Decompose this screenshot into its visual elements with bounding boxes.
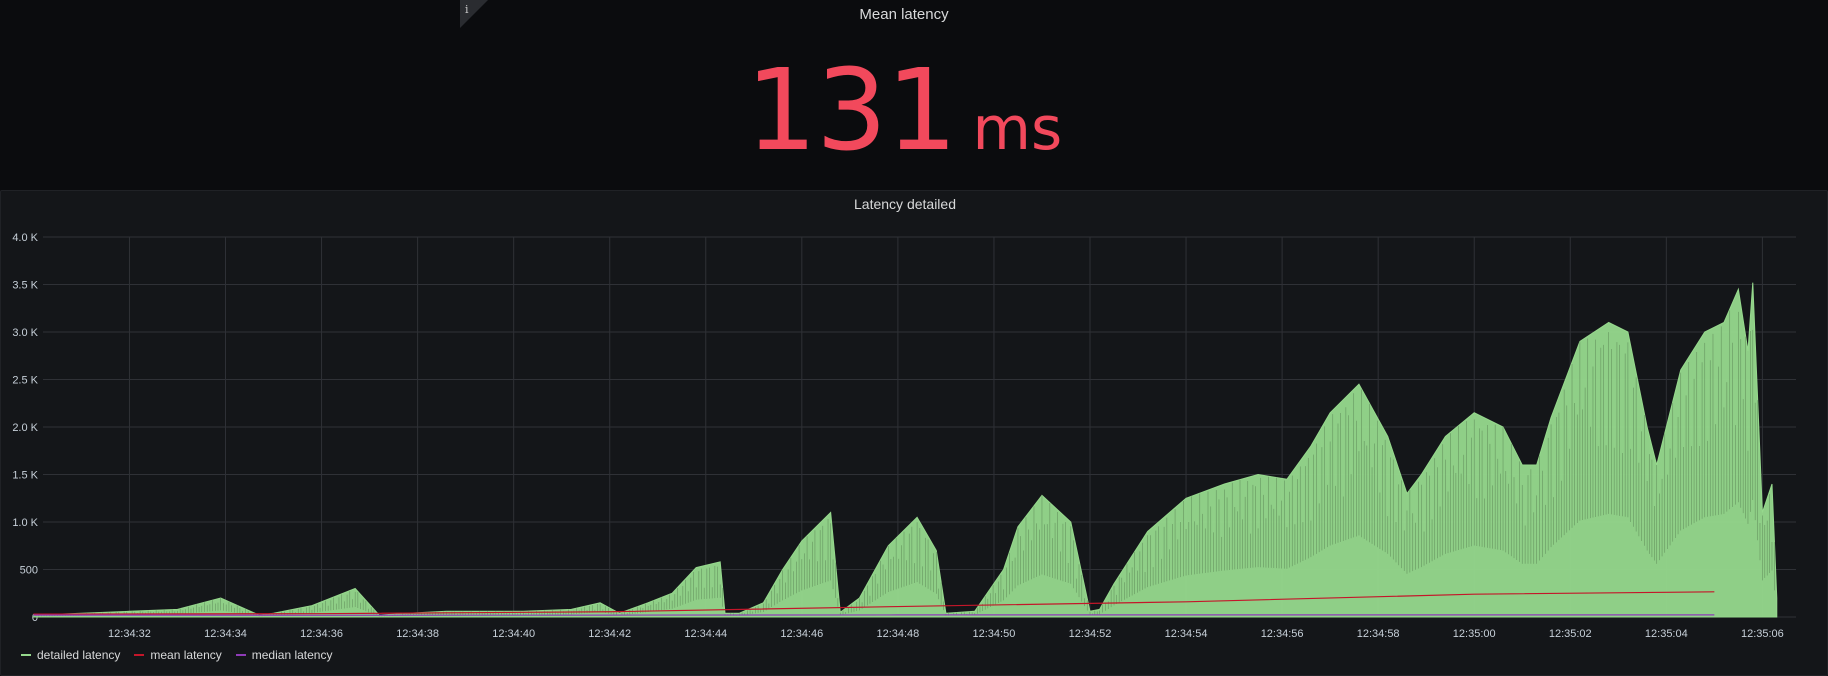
chart-legend: detailed latency mean latency median laten… [21,648,332,662]
x-tick-label: 12:35:06 [1741,628,1784,640]
legend-label: detailed latency [37,648,121,662]
legend-item[interactable]: median latency [235,648,333,662]
y-tick-label: 3.0 K [12,327,38,339]
y-tick-label: 2.5 K [12,375,38,387]
legend-item[interactable]: detailed latency [21,648,120,662]
legend-swatch [21,654,31,656]
legend-swatch [134,654,145,656]
y-tick-label: 1.0 K [12,517,38,529]
stat-value: 131 ms [0,46,1808,176]
y-tick-label: 2.0 K [12,422,38,434]
series-detailed-latency [32,282,1778,618]
x-tick-label: 12:34:52 [1069,628,1112,640]
x-tick-label: 12:34:42 [588,628,631,640]
panel-info-icon[interactable]: i [460,0,488,28]
x-tick-label: 12:34:46 [780,628,823,640]
stat-panel: i Mean latency 131 ms [0,0,1828,188]
x-tick-label: 12:34:56 [1261,628,1304,640]
x-tick-label: 12:35:00 [1453,628,1496,640]
x-tick-label: 12:35:04 [1645,628,1688,640]
latency-chart[interactable]: 0 500 1.0 K 1.5 K 2.0 K 2.5 K 3.0 K 3.5 K 4.0 K 1… [1,191,1827,675]
x-tick-label: 12:34:34 [204,628,247,640]
y-tick-label: 1.5 K [12,470,38,482]
legend-label: median latency [251,648,333,662]
y-tick-label: 0 [32,612,38,624]
legend-swatch [235,654,246,656]
graph-panel: 0 500 1.0 K 1.5 K 2.0 K 2.5 K 3.0 K 3.5 K 4.0 K 1… [0,190,1828,676]
x-tick-label: 12:34:48 [876,628,919,640]
y-tick-label: 4.0 K [12,232,38,244]
y-tick-label: 3.5 K [12,280,38,292]
series-mean-latency [33,591,1715,615]
legend-label: mean latency [150,648,222,662]
x-tick-label: 12:34:44 [684,628,727,640]
x-tick-label: 12:34:54 [1165,628,1208,640]
x-tick-label: 12:34:36 [300,628,343,640]
x-tick-label: 12:34:40 [492,628,535,640]
y-tick-label: 500 [20,565,38,577]
stat-value-number: 131 [745,46,958,176]
graph-panel-title[interactable]: Latency detailed [854,196,956,212]
x-tick-label: 12:34:58 [1357,628,1400,640]
stat-value-unit: ms [972,94,1063,164]
stat-panel-title[interactable]: Mean latency [859,6,949,23]
legend-item[interactable]: mean latency [134,648,222,662]
x-tick-label: 12:34:50 [973,628,1016,640]
series-line [33,591,1715,615]
area-fill [32,282,1778,618]
x-tick-label: 12:34:38 [396,628,439,640]
info-glyph: i [465,3,469,16]
x-tick-label: 12:35:02 [1549,628,1592,640]
x-tick-label: 12:34:32 [108,628,151,640]
